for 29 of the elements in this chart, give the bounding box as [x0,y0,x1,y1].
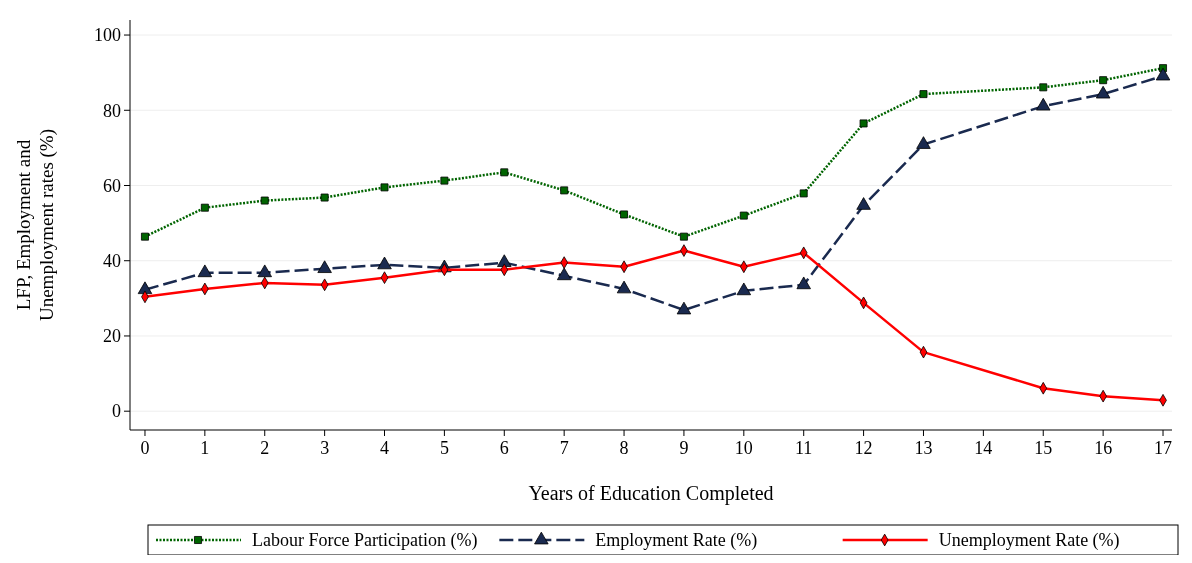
x-tick-label: 4 [380,438,390,458]
y-axis-title: LFP, Employment and Unemployment rates (%) [13,128,58,322]
x-tick-label: 12 [854,438,873,458]
x-tick-label: 0 [140,438,150,458]
x-axis-title: Years of Education Completed [528,482,774,505]
x-tick-label: 14 [974,438,993,458]
x-tick-label: 7 [559,438,569,458]
x-tick-label: 1 [200,438,210,458]
legend-label: Employment Rate (%) [595,530,758,552]
y-tick-label: 40 [103,251,121,272]
x-tick-label: 16 [1094,438,1113,458]
x-tick-label: 17 [1154,438,1173,458]
x-tick-label: 11 [795,438,813,458]
y-tick-label: 60 [103,175,121,196]
y-tick-label: 80 [103,100,121,121]
x-tick-label: 6 [499,438,509,458]
x-tick-label: 15 [1034,438,1053,458]
x-tick-label: 3 [320,438,330,458]
x-tick-label: 8 [619,438,629,458]
x-tick-label: 9 [679,438,689,458]
y-tick-label: 0 [112,401,121,422]
y-tick-label: 100 [94,25,121,46]
x-tick-label: 2 [260,438,270,458]
legend-label: Unemployment Rate (%) [938,530,1120,552]
x-tick-label: 5 [439,438,449,458]
legend-label: Labour Force Participation (%) [252,530,478,552]
x-tick-label: 10 [734,438,753,458]
x-tick-label: 13 [914,438,933,458]
y-tick-label: 20 [103,326,121,347]
